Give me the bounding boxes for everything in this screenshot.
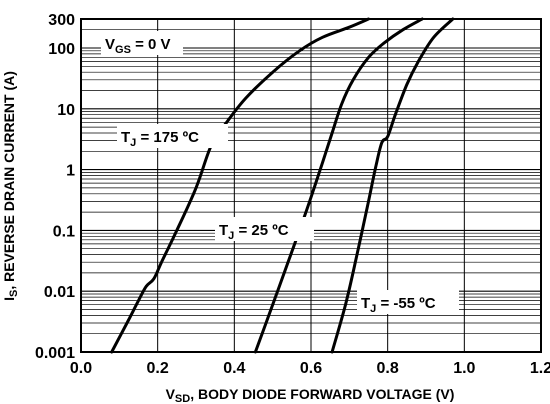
series-label-175-rest: = 175 ºC (136, 129, 199, 146)
series-curve-2 (330, 17, 455, 354)
y-tick-label-1: 0.01 (44, 284, 75, 301)
series-curve-0 (110, 17, 370, 354)
grid-lines (80, 18, 542, 353)
series-label-175: TJ = 175 ºC (121, 129, 199, 149)
y-tick-label-3: 1 (66, 163, 75, 180)
x-tick-label-3: 0.6 (300, 360, 322, 377)
x-tick-label-0: 0.0 (70, 360, 92, 377)
x-axis-title: VSD, BODY DIODE FORWARD VOLTAGE (V) (166, 386, 455, 404)
x-axis-title-sub: SD (175, 393, 190, 404)
x-tick-label-6: 1.2 (530, 360, 550, 377)
vgs-annotation: VGS = 0 V (105, 36, 171, 56)
vgs-annotation-main: V (105, 36, 115, 53)
tick-labels: 0.0 0.2 0.4 0.6 0.8 1.0 1.2 0.001 0.01 0.1 1 10 100 3… (35, 12, 550, 377)
x-tick-label-1: 0.2 (147, 360, 169, 377)
y-tick-label-2: 0.1 (53, 223, 75, 240)
y-axis-title-sub: S (8, 290, 20, 297)
series-curve-1 (253, 17, 424, 354)
y-tick-label-0: 0.001 (35, 345, 75, 362)
y-axis-title: IS, REVERSE DRAIN CURRENT (A) (1, 71, 20, 301)
y-axis-title-rest: , REVERSE DRAIN CURRENT (A) (1, 71, 17, 290)
series-label-175-sub: J (130, 137, 136, 149)
x-axis-title-rest: , BODY DIODE FORWARD VOLTAGE (V) (190, 386, 454, 402)
series-label-neg55: TJ = -55 ºC (361, 295, 436, 315)
y-tick-label-4: 10 (57, 102, 75, 119)
series-label-25-main: T (219, 222, 228, 239)
y-tick-label-6: 300 (48, 12, 75, 29)
series-label-25-sub: J (228, 230, 234, 242)
vgs-annotation-sub: GS (115, 44, 131, 56)
y-tick-label-5: 100 (48, 41, 75, 58)
series-label-25: TJ = 25 ºC (219, 222, 289, 242)
series-label-neg55-rest: = -55 ºC (376, 295, 435, 312)
vgs-annotation-rest: = 0 V (131, 36, 171, 53)
x-axis-title-main: V (166, 386, 176, 402)
series-label-neg55-sub: J (370, 303, 376, 315)
series-label-25-rest: = 25 ºC (234, 222, 288, 239)
vgs-label-bg (101, 31, 183, 55)
series-curves (110, 17, 455, 354)
y-axis-title-main: I (1, 297, 17, 301)
series-label-neg55-main: T (361, 295, 370, 312)
x-tick-label-4: 0.8 (377, 360, 399, 377)
plot-frame (80, 18, 542, 353)
series-label-175-main: T (121, 129, 130, 146)
x-tick-label-2: 0.4 (223, 360, 245, 377)
series-label-25-bg (215, 217, 314, 241)
series-label-175-bg (117, 124, 228, 148)
x-tick-label-5: 1.0 (453, 360, 475, 377)
series-label-neg55-bg (357, 290, 459, 314)
